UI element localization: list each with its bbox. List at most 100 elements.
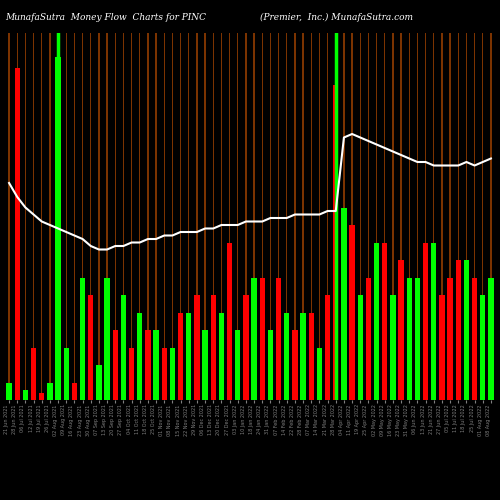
Bar <box>284 312 290 400</box>
Bar <box>74 32 75 400</box>
Bar <box>415 278 420 400</box>
Bar <box>33 32 34 400</box>
Bar <box>333 85 338 400</box>
Bar <box>423 242 428 400</box>
Bar <box>131 32 132 400</box>
Bar <box>139 32 140 400</box>
Bar <box>164 32 165 400</box>
Bar <box>464 260 469 400</box>
Bar <box>170 348 175 400</box>
Bar <box>262 32 263 400</box>
Bar <box>482 32 484 400</box>
Bar <box>172 32 173 400</box>
Bar <box>212 32 214 400</box>
Bar <box>376 32 377 400</box>
Bar <box>48 382 52 400</box>
Text: MunafaSutra  Money Flow  Charts for PINC: MunafaSutra Money Flow Charts for PINC <box>5 12 206 22</box>
Bar <box>219 312 224 400</box>
Bar <box>146 330 150 400</box>
Bar <box>96 365 102 400</box>
Bar <box>458 32 459 400</box>
Bar <box>221 32 222 400</box>
Bar <box>260 278 265 400</box>
Bar <box>252 278 256 400</box>
Bar <box>276 278 281 400</box>
Bar <box>480 295 486 400</box>
Bar <box>317 348 322 400</box>
Bar <box>114 32 116 400</box>
Bar <box>121 295 126 400</box>
Bar <box>390 295 396 400</box>
Bar <box>104 278 110 400</box>
Bar <box>490 32 492 400</box>
Bar <box>204 32 206 400</box>
Bar <box>400 32 402 400</box>
Bar <box>154 330 158 400</box>
Bar <box>417 32 418 400</box>
Bar <box>488 278 494 400</box>
Text: (Premier,  Inc.) MunafaSutra.com: (Premier, Inc.) MunafaSutra.com <box>260 12 413 22</box>
Bar <box>64 348 69 400</box>
Bar <box>39 393 44 400</box>
Bar <box>25 32 26 400</box>
Bar <box>392 32 394 400</box>
Bar <box>23 390 28 400</box>
Bar <box>466 32 467 400</box>
Bar <box>210 295 216 400</box>
Bar <box>98 32 100 400</box>
Bar <box>374 242 379 400</box>
Bar <box>14 68 20 400</box>
Bar <box>270 32 271 400</box>
Bar <box>300 312 306 400</box>
Bar <box>342 208 346 400</box>
Bar <box>325 295 330 400</box>
Bar <box>80 278 85 400</box>
Bar <box>237 32 238 400</box>
Bar <box>162 348 167 400</box>
Bar <box>308 312 314 400</box>
Bar <box>137 312 142 400</box>
Bar <box>431 242 436 400</box>
Bar <box>448 278 452 400</box>
Bar <box>8 32 10 400</box>
Bar <box>278 32 279 400</box>
Bar <box>382 242 388 400</box>
Bar <box>360 32 361 400</box>
Bar <box>72 382 77 400</box>
Bar <box>66 32 67 400</box>
Bar <box>56 57 60 400</box>
Bar <box>129 348 134 400</box>
Bar <box>229 32 230 400</box>
Bar <box>472 278 477 400</box>
Bar <box>16 32 18 400</box>
Bar <box>292 330 298 400</box>
Bar <box>6 382 12 400</box>
Bar <box>310 32 312 400</box>
Bar <box>398 260 404 400</box>
Bar <box>180 32 181 400</box>
Bar <box>235 330 240 400</box>
Bar <box>268 330 273 400</box>
Bar <box>202 330 207 400</box>
Bar <box>366 278 371 400</box>
Bar <box>88 295 94 400</box>
Bar <box>358 295 363 400</box>
Bar <box>112 330 118 400</box>
Bar <box>286 32 288 400</box>
Bar <box>368 32 369 400</box>
Bar <box>474 32 475 400</box>
Bar <box>406 278 412 400</box>
Bar <box>408 32 410 400</box>
Bar <box>335 32 336 400</box>
Bar <box>425 32 426 400</box>
Bar <box>106 32 108 400</box>
Bar <box>188 32 190 400</box>
Bar <box>82 32 83 400</box>
Bar <box>384 32 386 400</box>
Bar <box>41 32 42 400</box>
Bar <box>244 295 248 400</box>
Bar <box>123 32 124 400</box>
Bar <box>90 32 92 400</box>
Bar <box>186 312 192 400</box>
Bar <box>178 312 183 400</box>
